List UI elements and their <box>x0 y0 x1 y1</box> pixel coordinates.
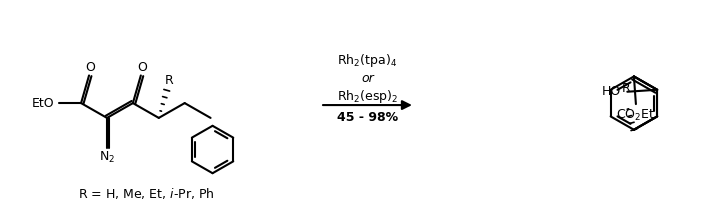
Text: or: or <box>361 72 374 85</box>
Text: O: O <box>137 61 147 74</box>
Text: R = H, Me, Et, $i$-Pr, Ph: R = H, Me, Et, $i$-Pr, Ph <box>78 187 214 201</box>
Text: R: R <box>622 82 630 95</box>
Text: EtO: EtO <box>32 97 54 110</box>
Text: R: R <box>165 74 173 87</box>
Text: O: O <box>85 61 95 74</box>
Text: N$_2$: N$_2$ <box>99 150 115 165</box>
Text: Rh$_2$(esp)$_2$: Rh$_2$(esp)$_2$ <box>337 88 398 105</box>
Text: Rh$_2$(tpa)$_4$: Rh$_2$(tpa)$_4$ <box>337 52 397 69</box>
Text: HO: HO <box>602 85 621 98</box>
Text: 45 - 98%: 45 - 98% <box>337 111 398 124</box>
Text: CO$_2$Et: CO$_2$Et <box>616 108 655 124</box>
